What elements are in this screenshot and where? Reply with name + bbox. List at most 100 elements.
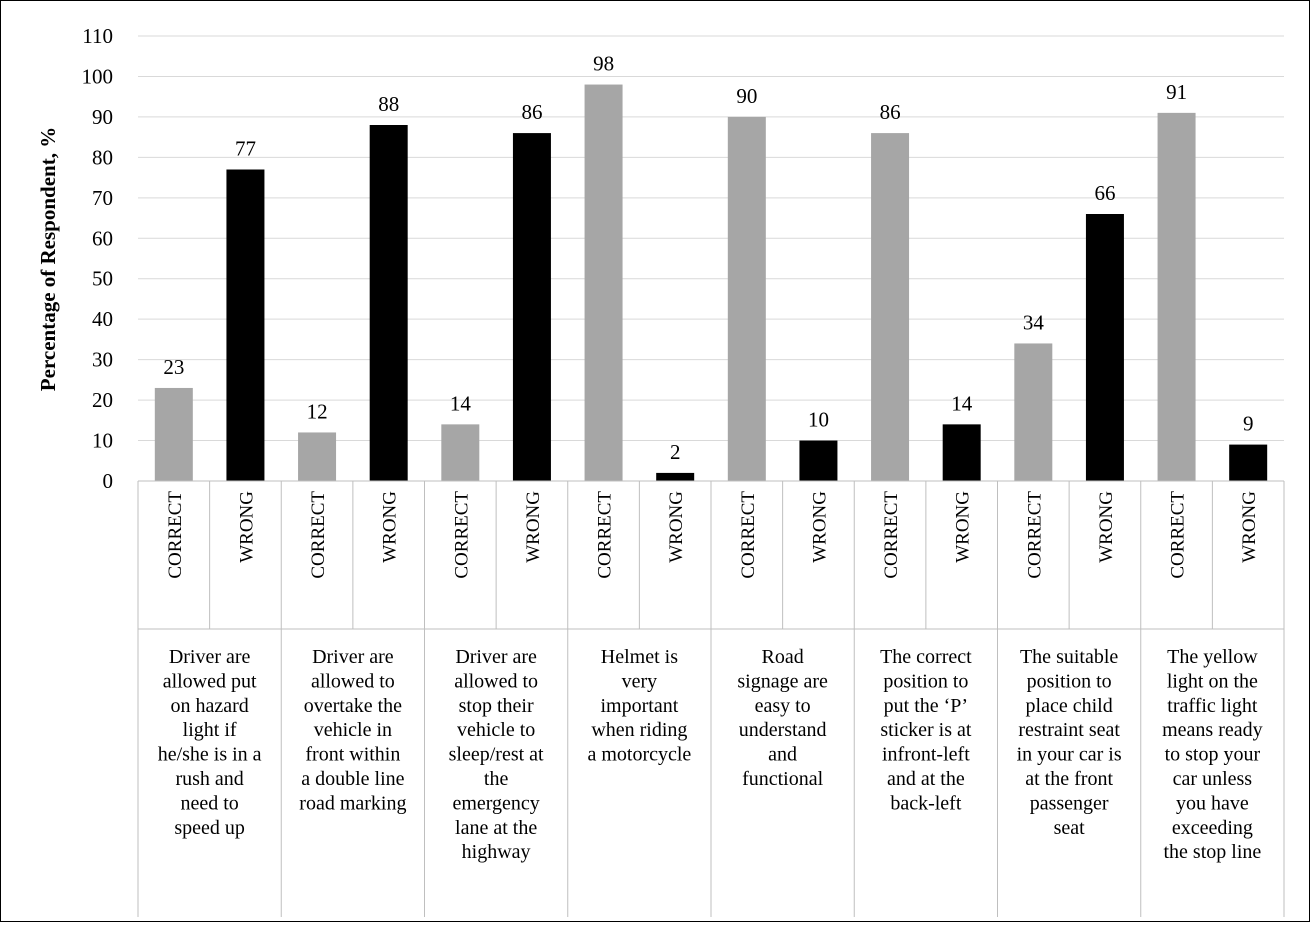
data-label: 88 [378,92,399,116]
group-label-line: very [622,670,658,692]
category-label: WRONG [1239,491,1260,563]
group-label-line: a motorcycle [587,744,691,766]
y-axis-label: Percentage of Respondent, % [36,127,60,391]
bar-wrong [656,472,695,481]
group-label-line: allowed to [454,670,538,692]
group-label-line: important [600,695,678,717]
group-label-line: vehicle in [314,719,392,741]
group-label-line: position to [1027,670,1112,692]
y-tick-label: 30 [92,348,113,372]
group-label-line: lane at the [455,817,537,839]
bar-wrong [799,440,838,481]
data-label: 34 [1023,310,1045,334]
group-label-line: seat [1054,817,1086,839]
category-label: CORRECT [1024,491,1045,579]
group-label-line: traffic light [1167,695,1258,717]
data-label: 23 [163,355,184,379]
group-label-line: Driver are [169,646,251,668]
bar-correct [441,424,480,481]
group-label-line: passenger [1030,792,1109,814]
category-label: CORRECT [1168,491,1189,579]
group-label: The suitable position to place child restra… [1017,646,1122,839]
group-label-line: the stop line [1163,841,1261,863]
group-label-line: means ready [1162,719,1263,741]
group-label-line: on hazard [170,695,248,717]
group-label: Driver are allowed to overtake the vehicle … [299,646,406,814]
labels: 0 10 20 30 40 50 60 70 80 90 100 110 23 CORRECT 77 WRON… [82,24,1263,863]
group-label-line: Driver are [312,646,394,668]
data-label: 90 [736,84,757,108]
group-label-line: The correct [880,646,972,668]
data-label: 77 [235,137,256,161]
group-label-line: put the ‘P’ [884,695,968,717]
group-label-line: infront-left [882,744,970,766]
group-label-line: functional [742,768,824,790]
group-label-line: emergency [452,792,539,814]
group-label-line: The yellow [1167,646,1258,668]
y-tick-label: 90 [92,105,113,129]
y-tick-label: 0 [103,469,114,493]
bar-correct [727,116,766,481]
y-tick-label: 10 [92,429,113,453]
group-label-line: place child [1026,695,1113,717]
category-label: CORRECT [308,491,329,579]
y-tick-label: 110 [82,24,113,48]
group-label-line: The suitable [1020,646,1118,668]
y-tick-label: 80 [92,145,113,169]
group-label-line: rush and [175,768,243,790]
category-label: WRONG [236,491,257,563]
data-label: 2 [670,440,681,464]
group-label-line: position to [883,670,968,692]
group-label: Driver are allowed put on hazard light if he… [158,646,262,839]
data-label: 14 [951,391,973,415]
group-label-line: allowed put [163,670,257,692]
group-label-line: a double line [301,768,404,790]
group-label-line: when riding [591,719,687,741]
group-label: The yellow light on the traffic light means… [1162,646,1263,863]
category-label: WRONG [953,491,974,563]
bar-correct [584,84,623,481]
group-label-line: restraint seat [1018,719,1120,741]
group-label-line: vehicle to [457,719,535,741]
y-tick-label: 50 [92,267,113,291]
y-tick-label: 20 [92,388,113,412]
bar-correct [871,133,910,481]
group-label-line: exceeding [1172,817,1253,839]
group-label-line: and at the [887,768,965,790]
data-label: 9 [1243,412,1254,436]
group-label-line: and [768,744,797,766]
category-label: WRONG [1096,491,1117,563]
y-tick-label: 70 [92,186,113,210]
group-label-line: front within [305,744,400,766]
group-label-line: signage are [737,670,828,692]
y-tick-label: 100 [82,64,114,88]
data-label: 86 [521,100,542,124]
group-label-line: sleep/rest at [449,744,544,766]
data-label: 91 [1166,80,1187,104]
group-label-line: overtake the [304,695,402,717]
group-label-line: understand [739,719,827,741]
group-label: The correct position to put the ‘P’ sticker… [880,646,972,814]
group-label-line: car unless [1173,768,1253,790]
group-label-line: you have [1176,792,1249,814]
data-label: 10 [808,408,829,432]
bar-correct [1157,112,1196,481]
group-label-line: light if [183,719,237,741]
group-label-line: Driver are [455,646,537,668]
group-label-line: to stop your [1165,744,1261,766]
group-label-line: stop their [459,695,534,717]
group-label-line: Road [762,646,804,668]
category-label: WRONG [809,491,830,563]
group-label-line: sticker is at [880,719,972,741]
bar-wrong [512,133,551,481]
data-label: 66 [1094,181,1115,205]
category-label: WRONG [666,491,687,563]
bar-correct [298,432,337,481]
category-label: WRONG [380,491,401,563]
bar-wrong [942,424,981,481]
group-label-line: easy to [755,695,811,717]
axes [137,480,1285,917]
category-label: CORRECT [451,491,472,579]
category-label: CORRECT [738,491,759,579]
